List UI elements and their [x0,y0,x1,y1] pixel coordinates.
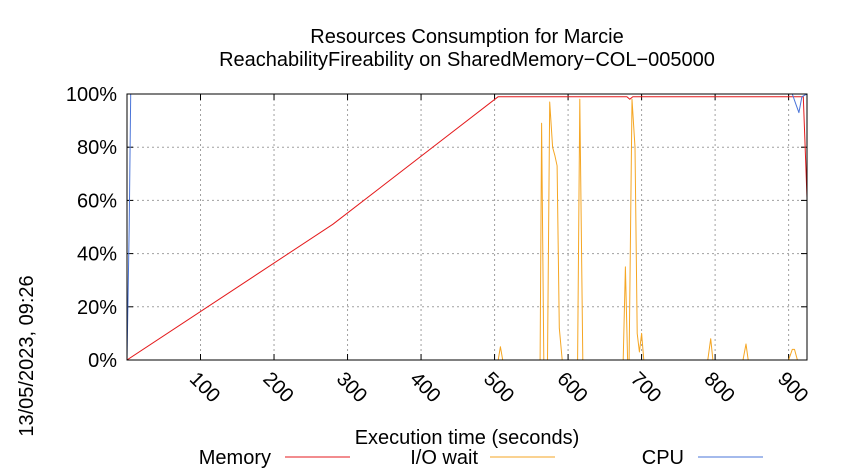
x-tick-label: 300 [332,368,371,407]
series-line-i-o-wait [127,98,807,361]
y-tick-label: 20% [77,297,117,319]
x-tick-label: 600 [553,368,592,407]
x-tick-label: 900 [773,368,812,407]
x-tick-label: 200 [258,368,297,407]
grid [127,94,807,360]
legend-label-memory: Memory [199,447,271,469]
x-tick-label: 100 [185,368,224,407]
series-line-cpu [126,93,808,361]
plot-frame [126,93,808,361]
y-tick-label: 80% [77,137,117,159]
chart-subtitle: ReachabilityFireability on SharedMemory−… [219,49,715,71]
y-tick-label: 0% [88,350,117,372]
legend: Memory I/O wait CPU [199,447,763,469]
x-tick-label: 400 [406,368,445,407]
legend-label-cpu: CPU [642,447,684,469]
x-tick-label: 800 [700,368,739,407]
y-tick-label: 60% [77,190,117,212]
legend-label-i-o-wait: I/O wait [410,447,478,469]
x-axis-label: Execution time (seconds) [355,427,580,449]
timestamp-label: 13/05/2023, 09:26 [16,275,38,436]
y-axis-ticks: 0% 20% 40% 60% 80% 100% [66,84,807,372]
x-tick-label: 500 [479,368,518,407]
x-tick-label: 700 [626,368,665,407]
series-lines [126,93,808,361]
y-tick-label: 40% [77,244,117,266]
y-tick-label: 100% [66,84,117,106]
series-line-memory [126,96,808,361]
chart-title: Resources Consumption for Marcie [310,26,623,48]
